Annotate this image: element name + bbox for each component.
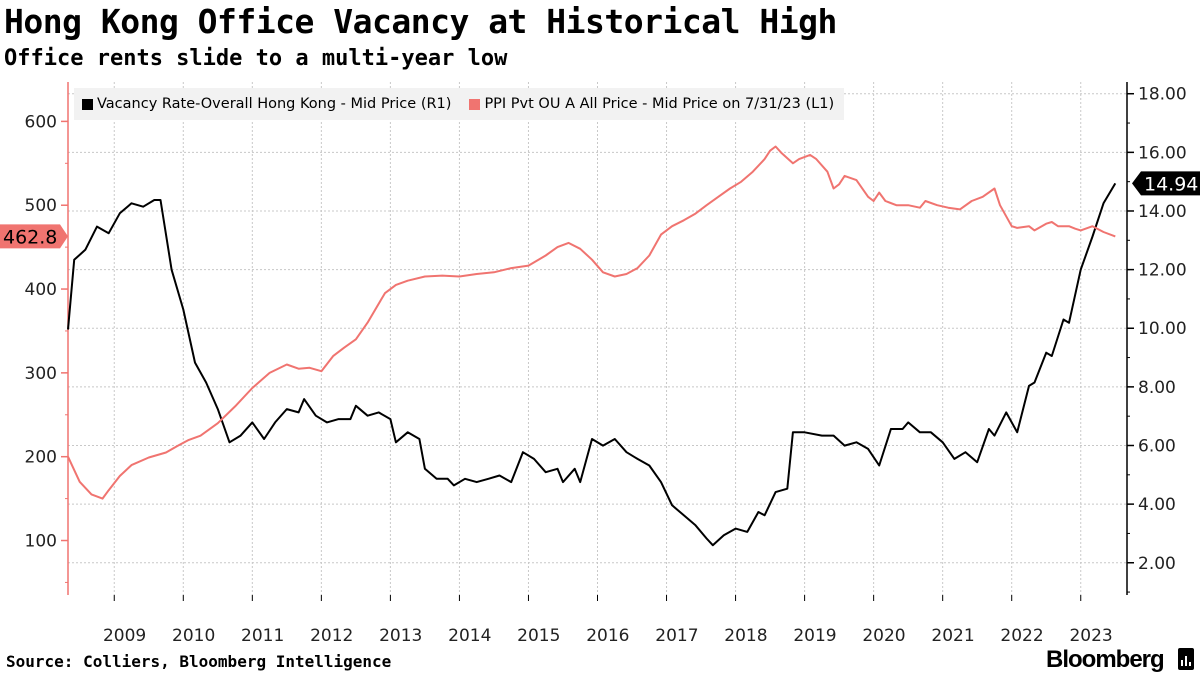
legend-label-price: PPI Pvt OU A All Price - Mid Price on 7/…	[484, 96, 835, 112]
x-tick-label: 2019	[793, 626, 836, 646]
left-tick-label: 300	[25, 364, 57, 384]
right-tick-label: 16.00	[1138, 143, 1187, 163]
legend-swatch-vacancy	[82, 98, 93, 110]
x-tick-label: 2016	[586, 626, 629, 646]
tick-labels: 100 200 300 400 500 600 2.00 4.00 6.00 8.00 10.00 1…	[25, 85, 1187, 646]
series-lines	[67, 145, 1117, 547]
bloomberg-logo: Bloomberg	[1046, 646, 1165, 673]
left-tick-label: 600	[25, 112, 57, 132]
right-tick-label: 18.00	[1138, 85, 1187, 105]
chart-subtitle: Office rents slide to a multi-year low	[4, 46, 508, 71]
x-tick-label: 2022	[1000, 626, 1043, 646]
x-tick-label: 2015	[517, 626, 560, 646]
legend-swatch-price	[469, 98, 481, 110]
left-tick-label: 500	[25, 196, 57, 216]
right-tick-label: 4.00	[1138, 495, 1176, 515]
right-tick-label: 2.00	[1138, 554, 1176, 574]
x-tick-label: 2023	[1069, 626, 1112, 646]
left-tick-label: 200	[25, 448, 57, 468]
legend-label-vacancy: Vacancy Rate-Overall Hong Kong - Mid Pri…	[97, 96, 452, 112]
x-tick-label: 2009	[103, 626, 146, 646]
x-tick-label: 2014	[448, 626, 491, 646]
right-tick-label: 10.00	[1138, 319, 1187, 339]
price-last-value-badge	[0, 224, 68, 249]
x-tick-label: 2013	[379, 626, 422, 646]
axes	[61, 82, 1134, 601]
right-tick-label: 14.00	[1138, 202, 1187, 222]
right-tick-label: 6.00	[1138, 436, 1176, 456]
left-tick-label: 400	[25, 280, 57, 300]
x-tick-label: 2018	[724, 626, 767, 646]
vacancy-last-value-label: 14.94	[1144, 173, 1198, 195]
price-last-value-label: 462.8	[3, 226, 57, 248]
x-tick-label: 2021	[931, 626, 974, 646]
legend-entry-vacancy: Vacancy Rate-Overall Hong Kong - Mid Pri…	[82, 96, 451, 112]
vacancy-rate-line	[67, 182, 1117, 547]
source-note: Source: Colliers, Bloomberg Intelligence	[6, 652, 392, 671]
left-tick-label: 100	[25, 532, 57, 552]
last-value-badges: 14.94 462.8	[0, 171, 1200, 249]
vacancy-last-value-badge	[1132, 171, 1200, 196]
legend: Vacancy Rate-Overall Hong Kong - Mid Pri…	[74, 88, 845, 120]
right-tick-label: 12.00	[1138, 261, 1187, 281]
chart-title: Hong Kong Office Vacancy at Historical H…	[4, 2, 837, 41]
bloomberg-terminal-icon	[1178, 648, 1194, 670]
right-tick-label: 8.00	[1138, 378, 1176, 398]
x-tick-label: 2020	[862, 626, 905, 646]
x-tick-label: 2017	[655, 626, 698, 646]
x-tick-label: 2010	[172, 626, 215, 646]
legend-entry-price: PPI Pvt OU A All Price - Mid Price on 7/…	[469, 96, 834, 112]
office-price-line	[67, 145, 1116, 500]
x-tick-label: 2012	[310, 626, 353, 646]
gridlines	[68, 82, 1127, 595]
x-tick-label: 2011	[241, 626, 284, 646]
